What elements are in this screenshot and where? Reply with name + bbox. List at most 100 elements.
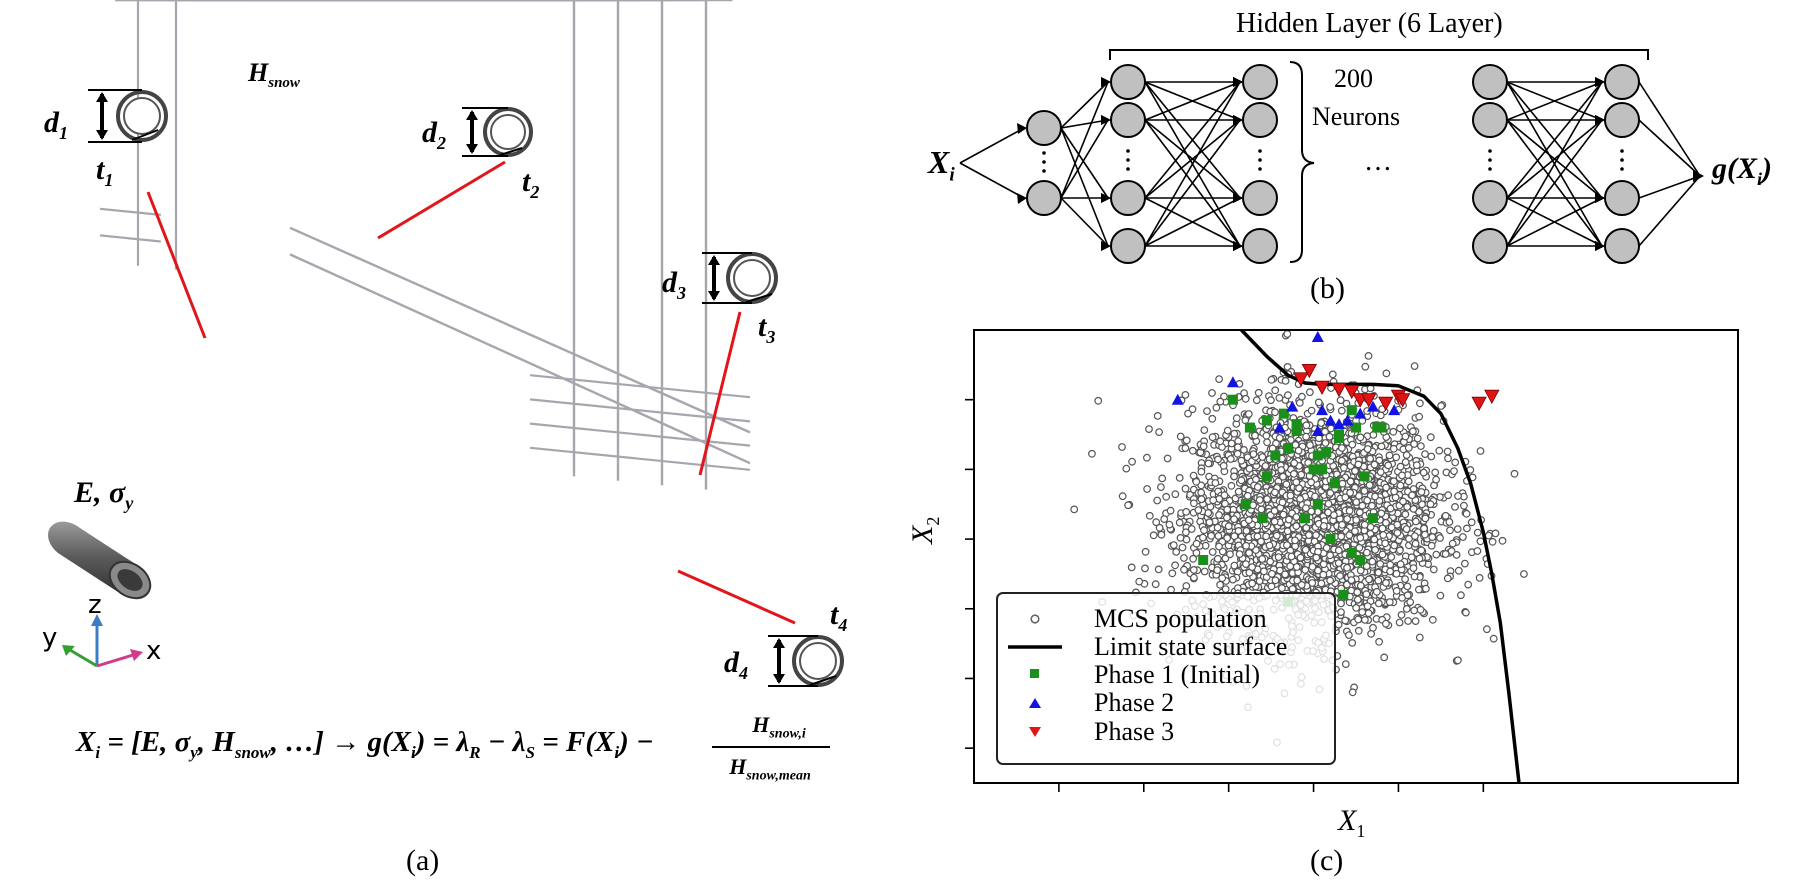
mcs-point (1197, 495, 1206, 504)
nn-edge-arrowhead (1101, 115, 1111, 125)
neuron (1242, 102, 1278, 138)
mcs-point (1188, 405, 1197, 414)
mcs-point (1460, 559, 1469, 568)
mcs-point (1169, 541, 1178, 549)
mcs-point (1370, 460, 1379, 469)
mcs-point (1232, 414, 1241, 423)
mcs-point (1361, 362, 1370, 371)
mcs-point (1408, 491, 1416, 500)
mcs-point (1377, 442, 1386, 451)
mcs-point (1235, 550, 1244, 558)
network-connections (959, 77, 1704, 251)
nn-edge-arrowhead (1595, 193, 1605, 203)
mcs-point (1261, 462, 1270, 470)
mcs-point (1281, 570, 1289, 579)
mcs-point (1248, 579, 1257, 588)
neuron-ellipsis-dot (1042, 160, 1046, 164)
mcs-point (1230, 561, 1239, 570)
mcs-point (1358, 608, 1367, 616)
phase-2-marker (1316, 404, 1329, 416)
mcs-point (1215, 542, 1223, 551)
mcs-point (1286, 491, 1295, 500)
mcs-point (1307, 406, 1316, 415)
mcs-point (1360, 616, 1369, 624)
phase-1-marker (1312, 499, 1323, 510)
panel-c-caption: (c) (1310, 844, 1344, 877)
phase-2-marker (1273, 421, 1286, 433)
phase-3-marker (1344, 384, 1360, 400)
mcs-point (1189, 566, 1198, 574)
phase-2-marker (1354, 407, 1367, 419)
phase-1-markers (1198, 394, 1387, 607)
mcs-point (1392, 453, 1401, 462)
legend-phase1-marker (1030, 669, 1039, 678)
mcs-point (1118, 443, 1126, 451)
nn-edge (1060, 81, 1109, 129)
mcs-point (1270, 488, 1279, 497)
mcs-point (1317, 579, 1326, 588)
side-rail (289, 226, 751, 434)
mcs-point (1397, 611, 1406, 619)
mcs-point (1271, 408, 1279, 417)
mcs-point (1364, 352, 1373, 360)
mcs-point (1403, 582, 1412, 591)
mcs-point (1458, 533, 1467, 541)
nn-edge-arrowhead (1101, 241, 1111, 251)
mcs-point (1363, 602, 1372, 611)
hidden-layer-label: Hidden Layer (6 Layer) (1236, 8, 1503, 39)
mcs-point (1308, 562, 1317, 571)
mcs-point (1454, 492, 1462, 500)
greenhouse-structure-panel (48, 0, 844, 687)
mcs-point (1337, 406, 1346, 415)
nn-edge (1144, 119, 1241, 199)
nn-edge-arrowhead (1233, 241, 1243, 251)
mcs-point (1355, 543, 1364, 552)
phase-3-marker (1301, 364, 1317, 379)
mcs-point (1382, 369, 1391, 378)
mcs-point (1396, 481, 1405, 490)
mcs-point (1311, 492, 1319, 501)
mcs-point (1312, 531, 1320, 539)
mcs-point (1411, 617, 1420, 625)
mcs-point (1213, 523, 1222, 532)
neuron-ellipsis-dot (1488, 158, 1492, 162)
fraction-bar (712, 746, 830, 748)
pipe-section-icon-1 (88, 89, 168, 143)
diameter-label-3: d3 (662, 266, 686, 303)
phase-2-marker (1171, 393, 1184, 405)
mcs-point (1410, 572, 1419, 581)
mcs-point (1390, 541, 1399, 550)
mcs-point (1444, 491, 1452, 500)
mcs-point (1208, 389, 1216, 397)
mcs-point (1371, 492, 1379, 501)
mcs-point (1184, 409, 1192, 418)
mcs-point (1337, 456, 1346, 465)
input-edge (959, 162, 1025, 199)
mcs-point (1419, 468, 1428, 477)
mcs-point (1402, 605, 1411, 613)
mcs-point (1176, 534, 1185, 542)
mcs-point (1292, 522, 1301, 530)
mcs-point (1255, 496, 1264, 504)
mcs-point (1387, 553, 1396, 561)
phase-1-marker (1334, 433, 1345, 444)
mcs-point (1192, 477, 1201, 486)
panel-a-caption: (a) (406, 844, 440, 877)
mcs-point (1399, 497, 1407, 506)
mcs-point (1194, 506, 1203, 515)
x-axis-label: X1 (1338, 804, 1366, 841)
reliability-scatter-chart (965, 328, 1739, 792)
mcs-point (1353, 595, 1362, 604)
mcs-point (1454, 566, 1463, 575)
mcs-point (1363, 496, 1372, 505)
mcs-population-points (1070, 330, 1528, 747)
phase-2-marker (1366, 400, 1379, 412)
mcs-point (1415, 554, 1424, 563)
mcs-point (1230, 515, 1238, 524)
legend-label-mcs: MCS population (1094, 604, 1267, 633)
mcs-point (1249, 450, 1258, 459)
mcs-point (1452, 551, 1461, 559)
mcs-point (1360, 487, 1369, 495)
neuron (1110, 180, 1146, 216)
